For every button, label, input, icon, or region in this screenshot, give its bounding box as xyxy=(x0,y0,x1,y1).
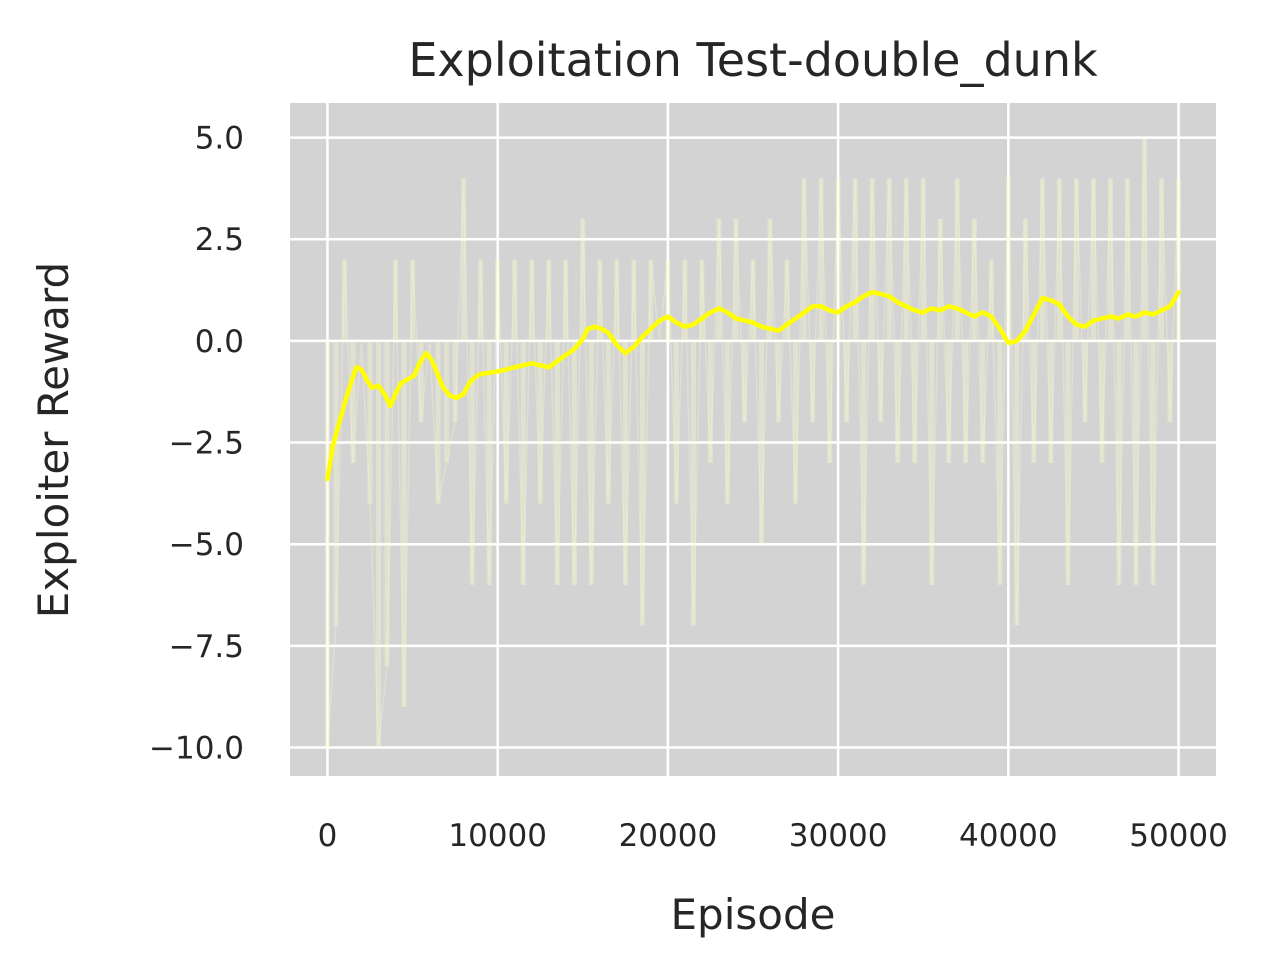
x-tick-label: 0 xyxy=(318,818,338,854)
y-tick-label: −2.5 xyxy=(169,426,244,462)
chart-title: Exploitation Test-double_dunk xyxy=(408,33,1098,87)
x-tick-label: 50000 xyxy=(1129,818,1228,854)
smoothed-reward-line xyxy=(325,289,1181,482)
y-tick-label: −10.0 xyxy=(149,731,244,767)
y-axis-label: Exploiter Reward xyxy=(29,262,78,618)
x-tick-label: 40000 xyxy=(959,818,1058,854)
y-tick-label: −7.5 xyxy=(169,629,244,665)
raw-reward-series xyxy=(324,137,1182,748)
x-tick-labels: 0 10000 20000 30000 40000 50000 xyxy=(318,818,1228,854)
x-tick-label: 10000 xyxy=(448,818,547,854)
y-tick-label: 0.0 xyxy=(195,324,244,360)
raw-reward-line xyxy=(326,137,1180,748)
y-tick-label: 2.5 xyxy=(195,222,244,258)
x-tick-label: 30000 xyxy=(789,818,888,854)
x-axis-label: Episode xyxy=(671,890,836,939)
x-tick-label: 20000 xyxy=(619,818,718,854)
y-tick-label: 5.0 xyxy=(195,121,244,157)
grid xyxy=(290,103,1216,776)
y-tick-label: −5.0 xyxy=(169,527,244,563)
y-tick-labels: 5.0 2.5 0.0 −2.5 −5.0 −7.5 −10.0 xyxy=(149,121,244,767)
plot-background xyxy=(290,103,1216,776)
